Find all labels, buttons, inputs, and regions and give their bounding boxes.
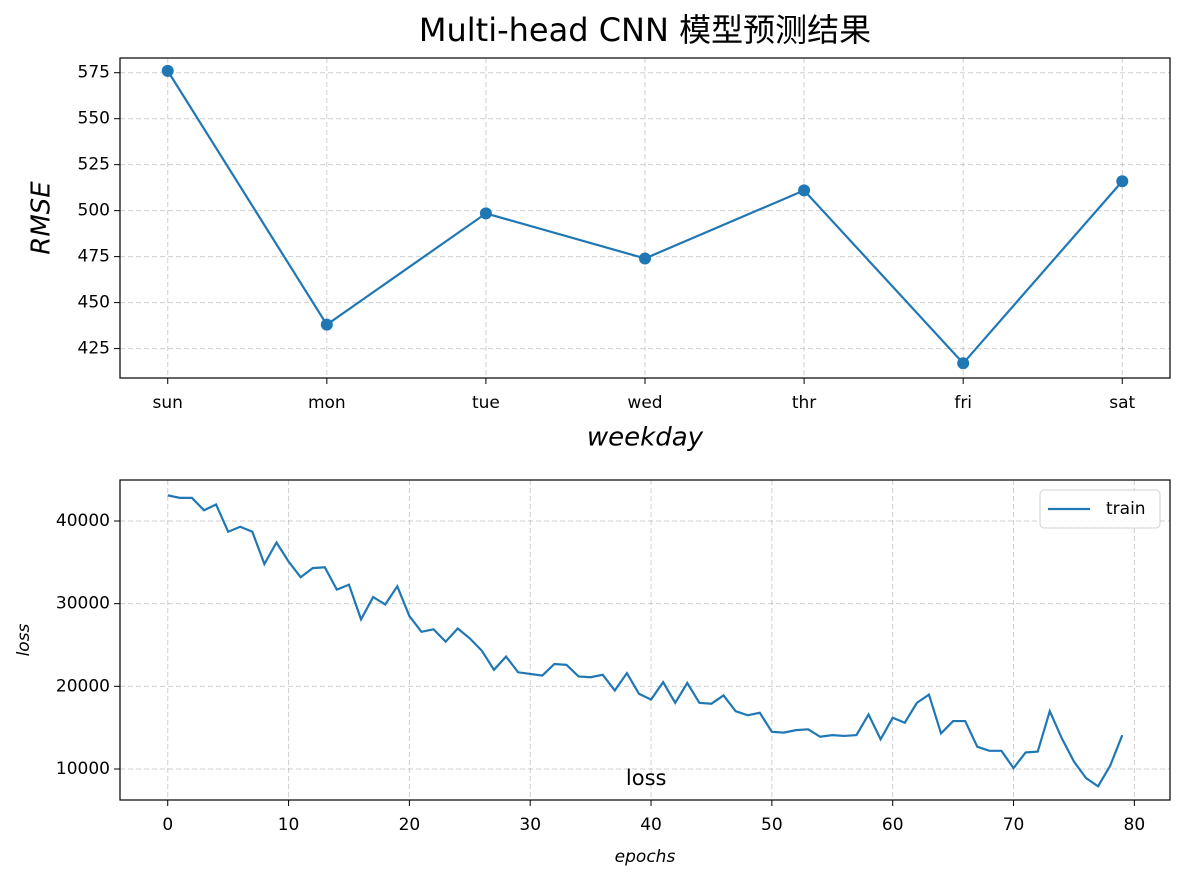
x-tick-label: 50 bbox=[761, 815, 783, 835]
x-axis-label: weekday bbox=[587, 423, 704, 453]
x-tick-label: sat bbox=[1109, 393, 1135, 413]
y-axis-label: RMSE bbox=[27, 181, 57, 255]
y-tick-label: 425 bbox=[78, 339, 110, 359]
plot-frame bbox=[119, 479, 1171, 801]
x-tick-label: 40 bbox=[640, 815, 662, 835]
y-tick-label: 30000 bbox=[56, 594, 110, 614]
x-tick-label: 0 bbox=[162, 815, 173, 835]
y-tick-label: 40000 bbox=[56, 511, 110, 531]
y-tick-label: 525 bbox=[78, 155, 110, 175]
x-tick-label: 70 bbox=[1003, 815, 1025, 835]
y-tick-label: 10000 bbox=[56, 759, 110, 779]
data-point bbox=[479, 207, 492, 220]
legend-label: train bbox=[1106, 499, 1146, 519]
x-axis-label: epochs bbox=[615, 847, 676, 867]
x-tick-label: 10 bbox=[278, 815, 300, 835]
x-tick-label: wed bbox=[627, 393, 662, 413]
y-axis-label: loss bbox=[14, 623, 34, 656]
y-tick-label: 550 bbox=[78, 109, 110, 129]
x-tick-label: 60 bbox=[882, 815, 904, 835]
y-tick-label: 500 bbox=[78, 201, 110, 221]
data-line bbox=[167, 494, 1124, 788]
y-tick-label: 475 bbox=[78, 247, 110, 267]
legend-box bbox=[1039, 489, 1161, 529]
data-point bbox=[1116, 175, 1129, 188]
chart-title: Multi-head CNN 模型预测结果 bbox=[419, 11, 871, 49]
x-tick-label: fri bbox=[954, 393, 972, 413]
x-tick-label: tue bbox=[472, 393, 500, 413]
y-tick-label: 575 bbox=[78, 63, 110, 83]
annotation: loss bbox=[626, 766, 667, 790]
x-tick-label: 30 bbox=[519, 815, 541, 835]
data-point bbox=[161, 64, 174, 77]
x-tick-label: thr bbox=[792, 393, 816, 413]
x-tick-label: 20 bbox=[399, 815, 421, 835]
x-tick-label: 80 bbox=[1124, 815, 1146, 835]
plot-frame bbox=[119, 57, 1171, 379]
data-point bbox=[798, 184, 811, 197]
data-point bbox=[639, 252, 651, 265]
data-point bbox=[320, 318, 333, 331]
data-point bbox=[957, 357, 970, 370]
y-tick-label: 20000 bbox=[56, 676, 110, 696]
x-tick-label: sun bbox=[153, 393, 183, 413]
x-tick-label: mon bbox=[308, 393, 346, 413]
y-tick-label: 450 bbox=[78, 293, 110, 313]
